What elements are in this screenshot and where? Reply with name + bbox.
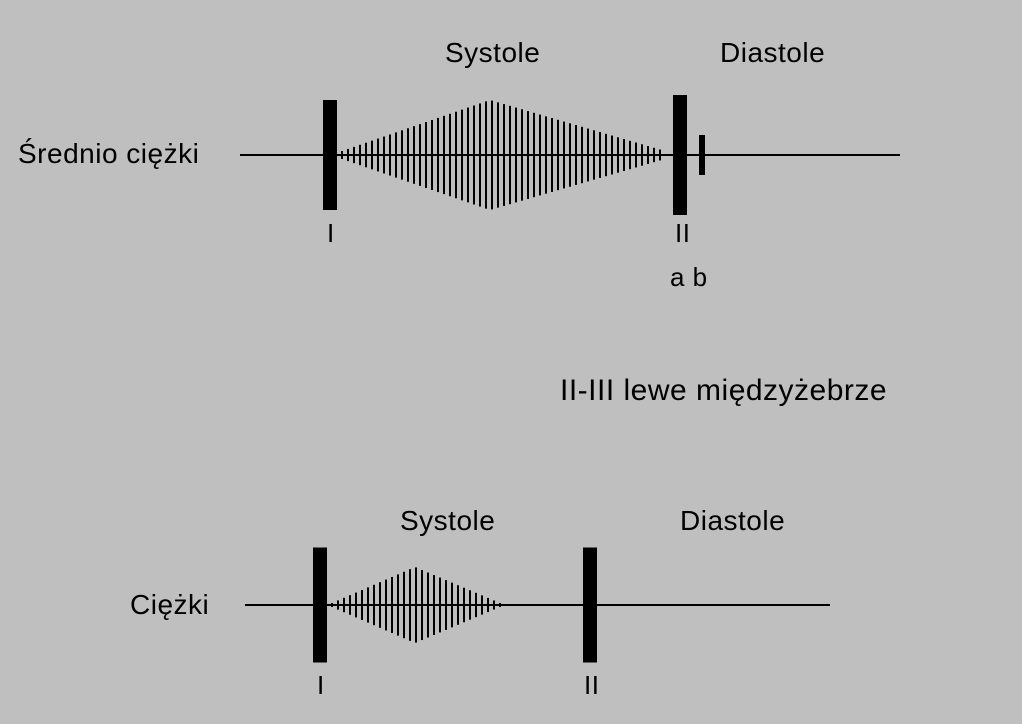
label-diastole_top: Diastole (720, 37, 825, 68)
trace-top-sound-s2a (673, 95, 687, 215)
label-systole_bot: Systole (400, 505, 495, 536)
label-row_bot: Ciężki (130, 589, 209, 620)
label-mark_I_bot: I (317, 670, 325, 700)
label-row_top: Średnio ciężki (18, 137, 199, 169)
trace-top-sound-s2b-echo (699, 135, 705, 175)
label-ab_top: a b (670, 262, 708, 292)
trace-bottom-sound-s1 (313, 548, 327, 663)
label-location: II-III lewe międzyżebrze (560, 374, 887, 407)
trace-top-sound-s1 (323, 100, 337, 210)
label-mark_II_top: II (675, 218, 690, 248)
label-systole_top: Systole (445, 37, 540, 68)
label-diastole_bot: Diastole (680, 505, 785, 536)
label-mark_II_bot: II (584, 670, 599, 700)
trace-bottom-sound-s2 (583, 548, 597, 663)
label-mark_I_top: I (327, 218, 335, 248)
